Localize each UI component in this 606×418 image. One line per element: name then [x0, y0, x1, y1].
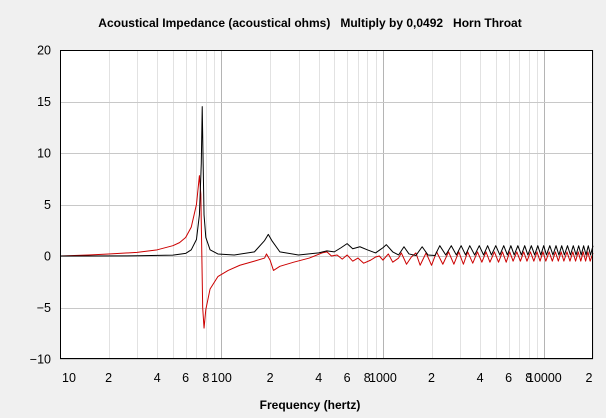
- series-line-red: [59, 175, 594, 329]
- x-tick-label: 2: [428, 371, 435, 385]
- y-tick-label: 15: [37, 95, 51, 109]
- x-tick-label: 4: [477, 371, 484, 385]
- y-tick-label: −10: [30, 353, 51, 367]
- x-tick-label: 8: [202, 371, 209, 385]
- x-tick-label: 1000: [369, 371, 397, 385]
- x-tick-label: 6: [344, 371, 351, 385]
- x-tick-label: 100: [211, 371, 232, 385]
- x-tick-label: 6: [505, 371, 512, 385]
- y-tick-label: 20: [37, 44, 51, 58]
- plot-area: [60, 50, 593, 359]
- plot-frame: [60, 50, 593, 359]
- y-tick-labels: 20 15 10 5 0 −5 −10: [30, 44, 51, 367]
- x-tick-label: 2: [586, 371, 593, 385]
- series-line-black: [59, 106, 594, 257]
- x-tick-label: 6: [182, 371, 189, 385]
- x-tick-label: 8: [525, 371, 532, 385]
- y-tick-label: 10: [37, 147, 51, 161]
- x-axis-label: Frequency (hertz): [259, 398, 361, 412]
- y-tick-label: 5: [44, 198, 51, 212]
- x-tick-label: 10000: [527, 371, 562, 385]
- y-tick-label: −5: [37, 301, 51, 315]
- series-layer: [59, 106, 594, 329]
- x-tick-label: 4: [154, 371, 161, 385]
- x-tick-label: 4: [315, 371, 322, 385]
- x-tick-label: 2: [267, 371, 274, 385]
- x-tick-label: 8: [364, 371, 371, 385]
- x-tick-label: 2: [105, 371, 112, 385]
- chart-title: Acoustical Impedance (acoustical ohms) M…: [98, 16, 522, 30]
- y-tick-label: 0: [44, 250, 51, 264]
- x-tick-label: 10: [62, 371, 76, 385]
